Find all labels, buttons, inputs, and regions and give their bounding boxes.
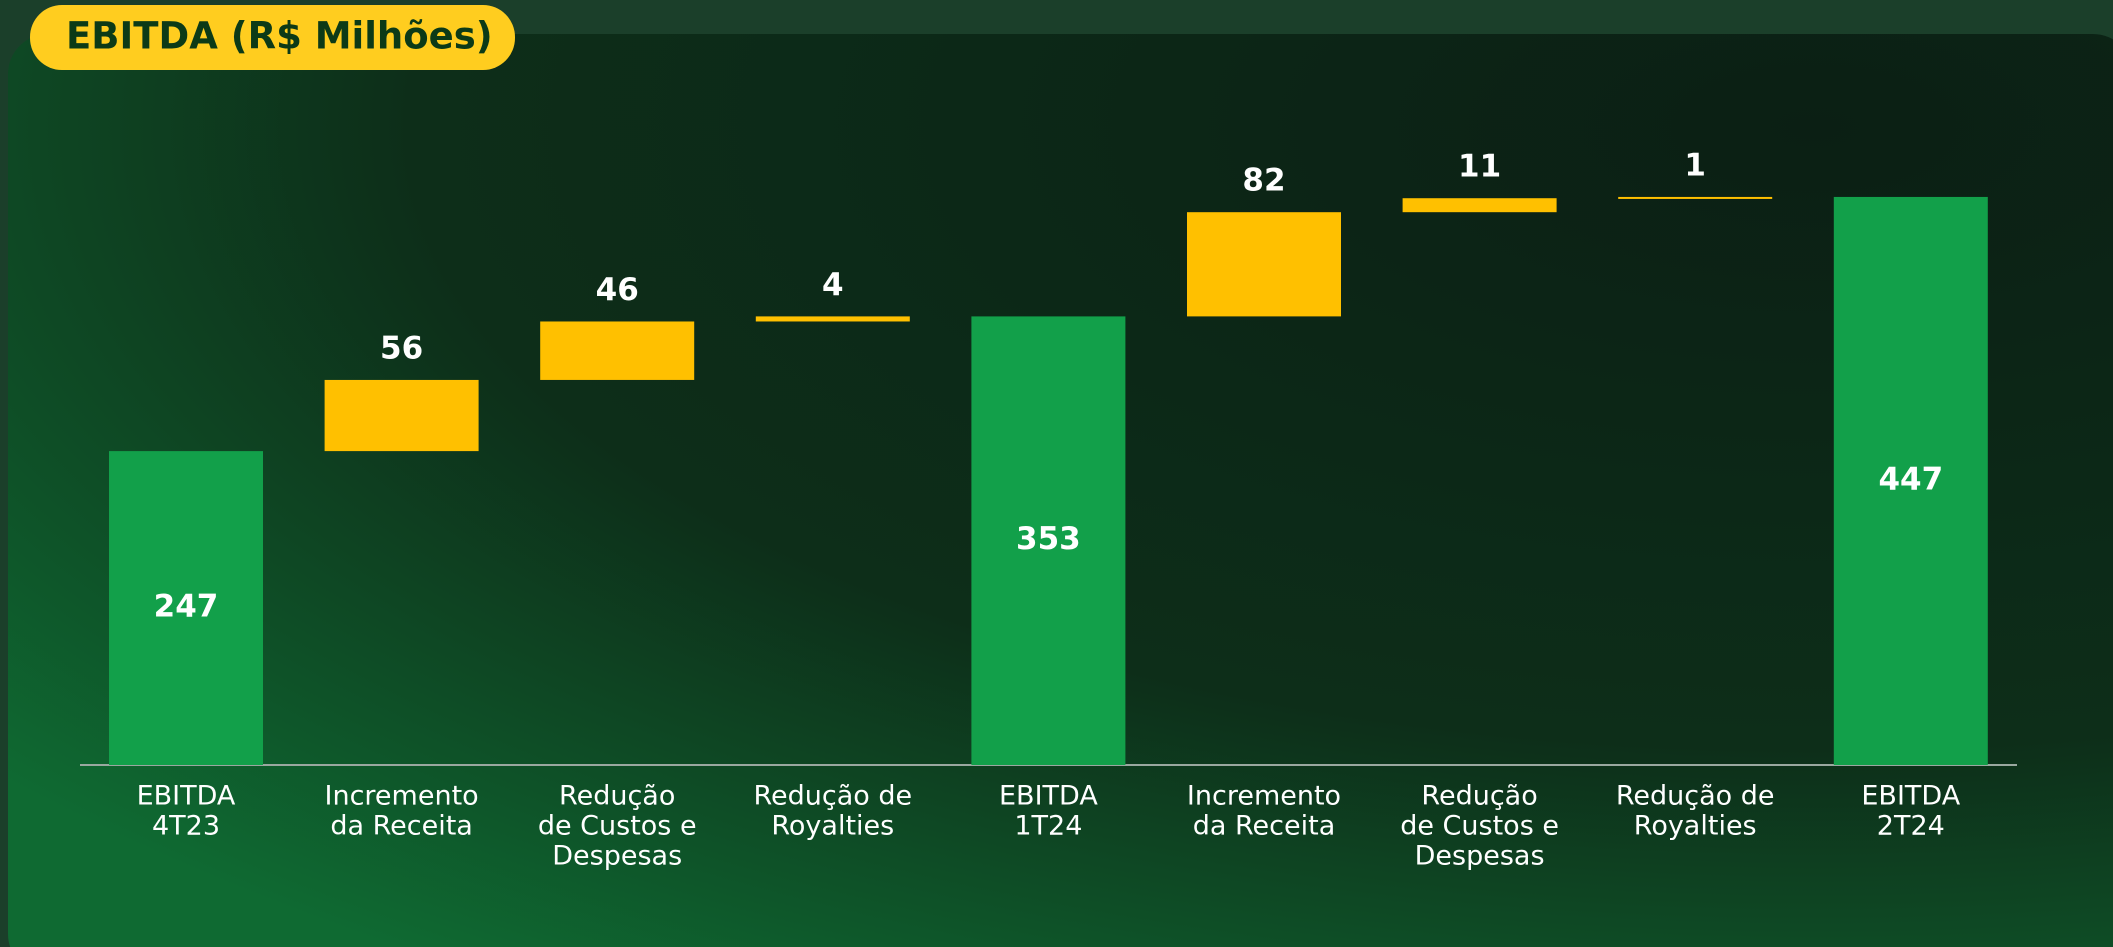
x-tick-label: Incremento <box>1187 781 1341 812</box>
increase-bar <box>540 321 695 380</box>
chart-title: EBITDA (R$ Milhões) <box>66 15 493 58</box>
value-label: 82 <box>1242 163 1285 199</box>
total-bar <box>109 451 263 765</box>
x-tick-label: Redução de <box>1616 781 1775 812</box>
increase-bar <box>1618 196 1773 199</box>
value-label: 353 <box>1016 521 1081 557</box>
increase-bar <box>324 379 479 452</box>
value-label: 11 <box>1458 149 1501 185</box>
value-label: 46 <box>596 272 639 308</box>
increase-bar <box>755 316 910 322</box>
x-tick-label: 1T24 <box>1014 811 1082 842</box>
title-pill <box>30 5 515 70</box>
x-tick-label: da Receita <box>330 811 473 842</box>
x-tick-label: Despesas <box>552 841 682 872</box>
x-tick-label: EBITDA <box>999 781 1098 812</box>
value-label: 1 <box>1684 147 1706 183</box>
value-label: 4 <box>822 267 844 303</box>
x-tick-label: Redução de <box>753 781 912 812</box>
x-tick-label: Royalties <box>1634 811 1757 842</box>
x-tick-label: Redução <box>1421 781 1537 812</box>
x-tick-label: Incremento <box>325 781 479 812</box>
x-tick-label: EBITDA <box>1861 781 1960 812</box>
x-tick-label: de Custos e <box>1400 811 1559 842</box>
x-tick-label: de Custos e <box>538 811 697 842</box>
x-tick-label: Royalties <box>771 811 894 842</box>
x-tick-label: EBITDA <box>137 781 236 812</box>
total-bar <box>971 316 1126 765</box>
increase-bar <box>1402 198 1557 213</box>
value-label: 247 <box>154 589 219 625</box>
value-label: 56 <box>380 330 423 366</box>
increase-bar <box>1187 212 1341 317</box>
x-tick-label: Despesas <box>1415 841 1545 872</box>
x-tick-label: Redução <box>559 781 675 812</box>
x-tick-label: 2T24 <box>1877 811 1945 842</box>
x-tick-label: 4T23 <box>152 811 220 842</box>
total-bar <box>1833 196 1988 765</box>
x-tick-label: da Receita <box>1193 811 1336 842</box>
value-label: 447 <box>1878 461 1943 497</box>
